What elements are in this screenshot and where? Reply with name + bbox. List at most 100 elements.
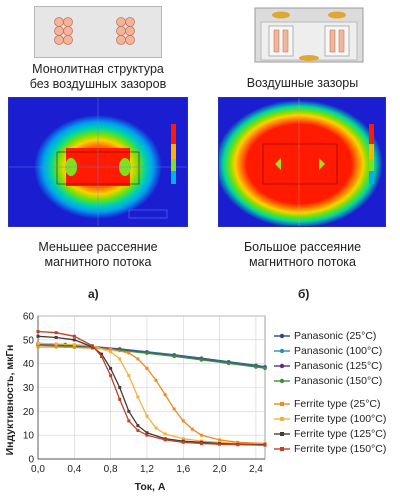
data-point	[118, 357, 122, 361]
data-point	[72, 338, 76, 342]
data-point	[181, 419, 185, 423]
legend-label: Panasonic (150°C)	[294, 374, 383, 387]
data-point	[118, 397, 122, 401]
data-point	[163, 438, 167, 442]
legend-swatch	[274, 363, 290, 368]
data-point	[127, 419, 131, 423]
legend-entry: Ferrite type (150°C)	[274, 442, 386, 455]
y-tick-label: 40	[23, 359, 35, 370]
monolithic-caption: Монолитная структура без воздушных зазор…	[0, 62, 196, 92]
panel-label-b: б)	[298, 287, 310, 301]
data-point	[109, 350, 113, 354]
y-tick-label: 30	[23, 383, 35, 394]
monolithic-core-illustration	[34, 6, 162, 58]
axis-layer	[37, 316, 265, 460]
data-point	[199, 358, 204, 362]
data-point	[199, 433, 203, 437]
data-point	[36, 345, 40, 349]
legend-swatch	[274, 333, 290, 338]
color-scale-right	[369, 124, 374, 184]
x-tick-label: 0,0	[31, 464, 45, 475]
winding-left	[54, 17, 73, 45]
data-point	[118, 386, 122, 389]
x-tick-label: 0,4	[67, 464, 81, 475]
caption-line: Меньшее рассеяние	[38, 240, 158, 254]
data-point	[218, 438, 222, 442]
data-point	[54, 342, 58, 346]
data-point	[54, 335, 58, 339]
series-line-5	[37, 342, 266, 445]
data-point	[218, 442, 222, 446]
data-point	[190, 427, 194, 431]
series-line-6	[37, 335, 266, 446]
data-point	[154, 378, 158, 382]
legend-swatch	[274, 446, 290, 451]
data-point	[172, 407, 176, 411]
air-gap-core-illustration	[253, 6, 365, 64]
data-point	[127, 351, 131, 355]
legend-label: Ferrite type (125°C)	[294, 427, 387, 440]
field-right-svg	[219, 98, 383, 226]
data-point	[145, 351, 149, 355]
data-point	[109, 374, 113, 378]
inductance-chart: 0 10 20 30 40 50 60 0,0 0,4 0,8 1,2 1,6 2,0 2,4 Индук…	[0, 308, 270, 494]
more-leakage-caption: Большое рассеяние магнитного потока	[205, 240, 400, 270]
less-leakage-caption: Меньшее рассеяние магнитного потока	[0, 240, 196, 270]
data-point	[54, 345, 58, 349]
data-point	[136, 395, 140, 399]
data-point	[263, 366, 267, 370]
data-point	[145, 431, 149, 435]
data-point	[127, 374, 131, 378]
data-point	[226, 361, 231, 366]
series-line-7	[37, 330, 266, 446]
chart-svg: 0 10 20 30 40 50 60 0,0 0,4 0,8 1,2 1,6 2,0 2,4 Индук…	[4, 312, 267, 493]
x-axis-label: Ток, А	[135, 481, 166, 493]
legend-swatch	[274, 378, 290, 383]
data-point	[109, 347, 113, 351]
caption-line: Воздушные зазоры	[246, 76, 359, 90]
legend-entry: Panasonic (125°C)	[274, 359, 382, 372]
monolithic-core-svg	[54, 17, 135, 45]
data-point	[72, 334, 76, 338]
chart-legend: Panasonic (25°C) Panasonic (100°C) Panason…	[274, 329, 400, 479]
legend-swatch	[274, 401, 290, 406]
legend-label: Panasonic (125°C)	[294, 359, 383, 372]
legend-label: Ferrite type (100°C)	[294, 412, 387, 425]
data-point	[154, 426, 158, 430]
field-simulation-left	[8, 97, 188, 227]
data-point	[90, 344, 94, 348]
legend-label: Panasonic (25°C)	[294, 329, 377, 342]
legend-label: Ferrite type (25°C)	[294, 397, 381, 410]
air-gap-caption: Воздушные зазоры	[205, 76, 400, 91]
data-point	[136, 357, 140, 361]
legend-swatch	[274, 416, 290, 421]
data-point	[54, 331, 58, 335]
data-point	[109, 366, 113, 370]
data-point	[181, 440, 185, 444]
data-point	[172, 354, 176, 359]
legend-swatch	[274, 348, 290, 353]
caption-line: Большое рассеяние	[243, 240, 362, 254]
winding-right	[116, 17, 135, 45]
field-simulation-right	[218, 97, 386, 227]
series-layer	[36, 329, 267, 447]
data-point	[72, 343, 76, 347]
data-point	[163, 393, 167, 397]
data-point	[199, 442, 203, 446]
x-tick-label: 2,0	[213, 464, 227, 475]
data-point	[236, 443, 240, 447]
legend-entry: Panasonic (25°C)	[274, 329, 376, 342]
panel-label-a: а)	[88, 287, 99, 301]
air-gap-core-svg	[254, 7, 364, 63]
legend-swatch	[274, 431, 290, 436]
data-point	[181, 437, 185, 441]
y-tick-label: 50	[23, 335, 35, 346]
y-tick-label: 0	[28, 455, 34, 466]
caption-line: без воздушных зазоров	[29, 77, 167, 91]
data-point	[127, 409, 131, 413]
caption-line: магнитного потока	[44, 255, 152, 269]
x-tick-label: 1,6	[176, 464, 190, 475]
x-tick-label: 2,4	[249, 464, 263, 475]
y-axis-label: Индуктивность, мкГн	[4, 345, 16, 456]
x-tick-label: 0,8	[104, 464, 118, 475]
